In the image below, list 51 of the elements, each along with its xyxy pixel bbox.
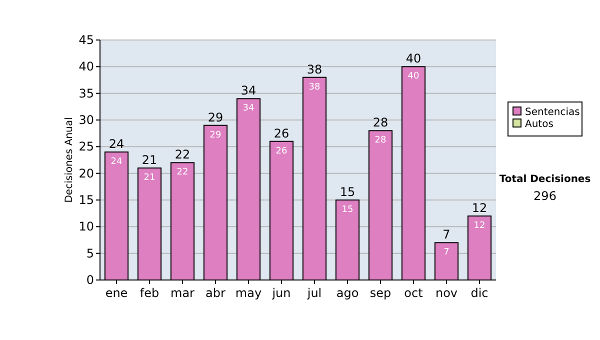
text: Total Decisiones: [499, 174, 591, 185]
data-label: 29: [210, 130, 222, 140]
total-label: 24: [108, 137, 124, 151]
total-label: 12: [472, 201, 488, 215]
y-tick-label: 25: [78, 140, 94, 154]
y-tick-label: 15: [78, 193, 94, 207]
total-label: 26: [274, 126, 290, 140]
total-label: 22: [174, 148, 190, 162]
y-tick-label: 0: [86, 273, 94, 287]
x-tick-label: jun: [271, 286, 291, 300]
legend-label: Autos: [525, 119, 554, 130]
y-tick-label: 40: [78, 60, 94, 74]
data-label: 7: [444, 248, 450, 258]
y-tick-label: 35: [78, 86, 94, 100]
x-tick-label: ago: [336, 286, 359, 300]
x-tick-label: nov: [435, 286, 458, 300]
y-tick-label: 30: [78, 113, 94, 127]
x-tick-label: mar: [170, 286, 195, 300]
data-label: 38: [308, 82, 320, 92]
x-tick-label: ene: [105, 286, 128, 300]
total-label: 15: [340, 185, 356, 199]
x-tick-label: feb: [140, 286, 160, 300]
data-label: 12: [474, 221, 486, 231]
data-label: 28: [374, 136, 386, 146]
total-label: 34: [240, 84, 256, 98]
total-label: 21: [142, 153, 158, 167]
data-label: 26: [276, 146, 288, 156]
total-label: 38: [306, 62, 322, 76]
x-tick-label: may: [235, 286, 262, 300]
y-tick-label: 45: [78, 33, 94, 47]
total-label: 28: [372, 116, 388, 130]
data-label: 24: [110, 157, 122, 167]
data-label: 22: [176, 168, 188, 178]
total-label: 29: [208, 110, 224, 124]
x-tick-label: jul: [306, 286, 322, 300]
total-label: 7: [442, 228, 450, 242]
data-label: 15: [342, 205, 354, 215]
x-tick-label: sep: [370, 286, 392, 300]
total-label: 40: [406, 52, 422, 66]
legend-label: Sentencias: [525, 107, 580, 118]
data-label: 21: [144, 173, 156, 183]
data-label: 40: [408, 72, 420, 82]
text: 296: [534, 189, 556, 203]
x-tick-label: dic: [470, 286, 488, 300]
y-axis-title: Decisiones Anual: [64, 117, 75, 203]
y-tick-label: 10: [78, 220, 94, 234]
y-tick-label: 20: [78, 166, 94, 180]
y-tick-label: 5: [86, 246, 94, 260]
x-tick-label: abr: [206, 286, 226, 300]
x-tick-label: oct: [404, 286, 424, 300]
data-label: 34: [242, 104, 254, 114]
